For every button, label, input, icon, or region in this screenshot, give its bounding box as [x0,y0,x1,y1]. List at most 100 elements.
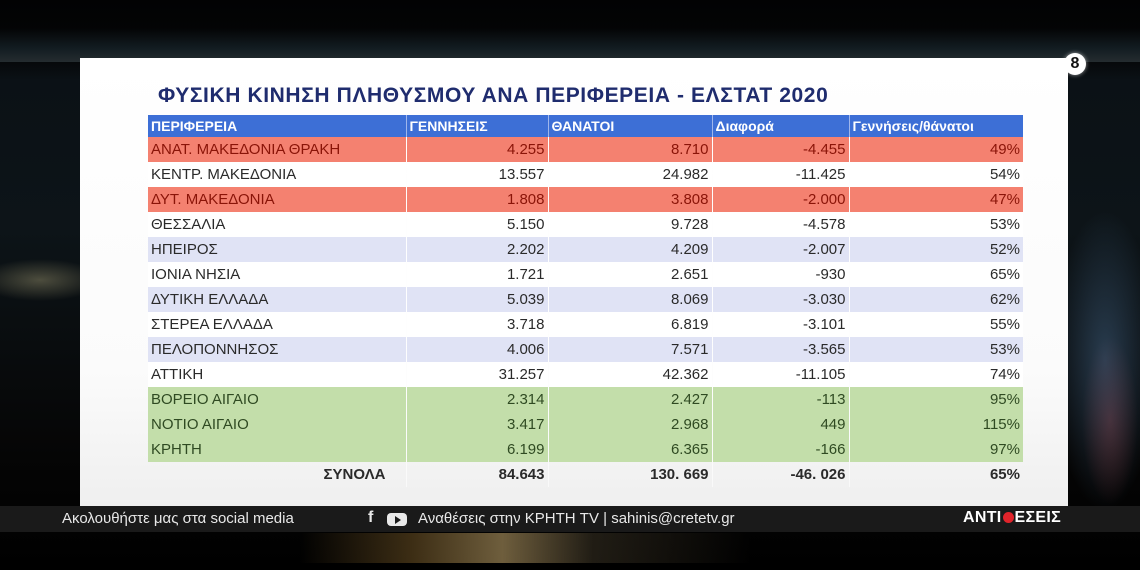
cell-deaths: 42.362 [548,362,713,387]
slide-title: ΦΥΣΙΚΗ ΚΙΝΗΣΗ ΠΛΗΘΥΣΜΟΥ ΑΝΑ ΠΕΡΙΦΕΡΕΙΑ -… [158,84,829,107]
news-ticker: Ακολουθήστε μας στα social media f Αναθέ… [0,506,1140,532]
show-logo-part1: ΑΝΤΙ [963,509,1002,526]
cell-ratio: 53% [849,337,1023,362]
cell-ratio: 49% [849,137,1023,162]
cell-deaths: 24.982 [548,162,713,187]
cell-deaths: 2.427 [548,387,713,412]
header-region: ΠΕΡΙΦΕΡΕΙΑ [148,115,407,137]
table-row: ΚΕΝΤΡ. ΜΑΚΕΔΟΝΙΑ 13.557 24.982 -11.425 54% [148,162,1023,187]
cell-births: 2.314 [406,387,549,412]
cell-ratio: 54% [849,162,1023,187]
table-row: ΔΥΤΙΚΗ ΕΛΛΑΔΑ 5.039 8.069 -3.030 62% [148,287,1023,312]
cell-region: ΚΕΝΤΡ. ΜΑΚΕΔΟΝΙΑ [148,162,407,187]
cell-region: ΗΠΕΙΡΟΣ [148,237,407,262]
totals-label: ΣΥΝΟΛΑ [148,462,407,487]
table-row: ΑΤΤΙΚΗ 31.257 42.362 -11.105 74% [148,362,1023,387]
header-ratio: Γεννήσεις/θάνατοι [849,115,1023,137]
cell-ratio: 65% [849,262,1023,287]
background-light-glow [300,533,750,563]
cell-births: 4.006 [406,337,549,362]
cell-births: 6.199 [406,437,549,462]
cell-ratio: 115% [849,412,1023,437]
cell-ratio: 95% [849,387,1023,412]
cell-deaths: 9.728 [548,212,713,237]
table-row: ΒΟΡΕΙΟ ΑΙΓΑΙΟ 2.314 2.427 -113 95% [148,387,1023,412]
cell-difference: -4.455 [712,137,850,162]
table-row: ΗΠΕΙΡΟΣ 2.202 4.209 -2.007 52% [148,237,1023,262]
header-difference: Διαφορά [712,115,850,137]
cell-region: ΝΟΤΙΟ ΑΙΓΑΙΟ [148,412,407,437]
cell-ratio: 97% [849,437,1023,462]
totals-births: 84.643 [406,462,549,487]
youtube-icon [387,513,407,526]
cell-region: ΑΤΤΙΚΗ [148,362,407,387]
cell-region: ΔΥΤ. ΜΑΚΕΔΟΝΙΑ [148,187,407,212]
facebook-icon: f [368,509,374,526]
cell-difference: -930 [712,262,850,287]
cell-region: ΘΕΣΣΑΛΙΑ [148,212,407,237]
cell-region: ΣΤΕΡΕΑ ΕΛΛΑΔΑ [148,312,407,337]
cell-difference: -3.030 [712,287,850,312]
header-births: ΓΕΝΝΗΣΕΙΣ [406,115,549,137]
totals-ratio: 65% [989,466,1020,483]
top-frame-band [0,28,1140,62]
cell-ratio: 62% [849,287,1023,312]
table-row: ΣΤΕΡΕΑ ΕΛΛΑΔΑ 3.718 6.819 -3.101 55% [148,312,1023,337]
cell-region: ΚΡΗΤΗ [148,437,407,462]
cell-difference: -11.425 [712,162,850,187]
cell-deaths: 2.968 [548,412,713,437]
table-row: ΑΝΑΤ. ΜΑΚΕΔΟΝΙΑ ΘΡΑΚΗ 4.255 8.710 -4.455 49% [148,137,1023,162]
cell-ratio: 55% [849,312,1023,337]
cell-deaths: 2.651 [548,262,713,287]
cell-difference: -166 [712,437,850,462]
cell-births: 2.202 [406,237,549,262]
cell-deaths: 7.571 [548,337,713,362]
cell-ratio: 47% [849,187,1023,212]
show-logo-dot-icon [1002,512,1014,523]
table-row: ΙΟΝΙΑ ΝΗΣΙΑ 1.721 2.651 -930 65% [148,262,1023,287]
cell-difference: 449 [712,412,850,437]
cell-region: ΙΟΝΙΑ ΝΗΣΙΑ [148,262,407,287]
table-row: ΝΟΤΙΟ ΑΙΓΑΙΟ 3.417 2.968 449 115% [148,412,1023,437]
cell-births: 31.257 [406,362,549,387]
table-row: ΠΕΛΟΠΟΝΝΗΣΟΣ 4.006 7.571 -3.565 53% [148,337,1023,362]
cell-deaths: 8.710 [548,137,713,162]
table-header-row: ΠΕΡΙΦΕΡΕΙΑ ΓΕΝΝΗΣΕΙΣ ΘΑΝΑΤΟΙ Διαφορά Γεν… [148,115,1023,137]
cell-region: ΠΕΛΟΠΟΝΝΗΣΟΣ [148,337,407,362]
cell-births: 13.557 [406,162,549,187]
table-row: ΔΥΤ. ΜΑΚΕΔΟΝΙΑ 1.808 3.808 -2.000 47% [148,187,1023,212]
cell-deaths: 8.069 [548,287,713,312]
totals-difference: -46. 026 [712,462,850,487]
show-logo-part2: ΕΣΕΙΣ [1014,509,1062,526]
cell-ratio: 53% [849,212,1023,237]
totals-row: ΣΥΝΟΛΑ 84.643 130. 669 -46. 026 65% [148,462,1023,487]
ticker-info-text: Αναθέσεις στην ΚΡΗΤΗ TV | sahinis@cretet… [418,510,735,527]
table-row: ΘΕΣΣΑΛΙΑ 5.150 9.728 -4.578 53% [148,212,1023,237]
cell-region: ΔΥΤΙΚΗ ΕΛΛΑΔΑ [148,287,407,312]
cell-ratio: 52% [849,237,1023,262]
cell-difference: -4.578 [712,212,850,237]
cell-difference: -2.000 [712,187,850,212]
cell-births: 5.150 [406,212,549,237]
cell-deaths: 3.808 [548,187,713,212]
cell-difference: -2.007 [712,237,850,262]
cell-deaths: 4.209 [548,237,713,262]
cell-births: 3.718 [406,312,549,337]
cell-births: 3.417 [406,412,549,437]
cell-births: 1.808 [406,187,549,212]
cell-difference: -3.565 [712,337,850,362]
ticker-follow-text: Ακολουθήστε μας στα social media [62,510,294,527]
totals-deaths: 130. 669 [548,462,713,487]
show-logo: ΑΝΤΙ ΕΣΕΙΣ [963,509,1061,527]
cell-births: 4.255 [406,137,549,162]
cell-deaths: 6.819 [548,312,713,337]
table-row: ΚΡΗΤΗ 6.199 6.365 -166 97% [148,437,1023,462]
cell-region: ΒΟΡΕΙΟ ΑΙΓΑΙΟ [148,387,407,412]
cell-difference: -113 [712,387,850,412]
cell-difference: -3.101 [712,312,850,337]
cell-deaths: 6.365 [548,437,713,462]
cell-difference: -11.105 [712,362,850,387]
cell-births: 5.039 [406,287,549,312]
cell-ratio: 74% [849,362,1023,387]
cell-region: ΑΝΑΤ. ΜΑΚΕΔΟΝΙΑ ΘΡΑΚΗ [148,137,407,162]
